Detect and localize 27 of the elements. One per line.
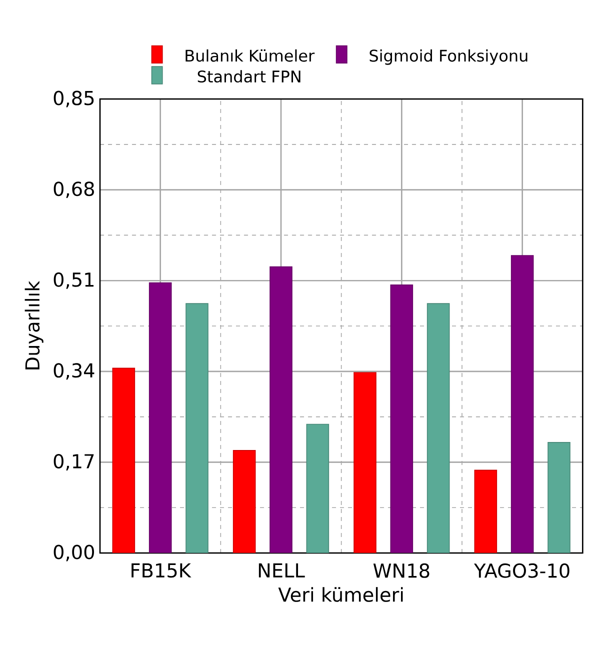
x-tick-label: WN18 — [373, 563, 430, 578]
y-tick-label: 0,34 — [54, 363, 94, 380]
x-tick-label: YAGO3-10 — [474, 563, 570, 578]
bar — [510, 255, 534, 553]
y-tick-label: 0,51 — [54, 272, 94, 289]
bar — [186, 303, 208, 553]
bar — [112, 368, 136, 553]
bar — [354, 372, 376, 553]
bar — [306, 424, 330, 553]
bar — [270, 266, 292, 553]
bar — [148, 282, 172, 553]
x-tick-label: NELL — [258, 563, 305, 578]
y-axis-title: Duyarlılık — [24, 280, 44, 370]
y-tick-label: 0,85 — [54, 90, 94, 108]
y-tick-label: 0,17 — [54, 454, 94, 470]
y-tick-label: 0,00 — [54, 544, 94, 562]
x-tick-label: FB15K — [132, 563, 192, 578]
bar — [474, 470, 498, 553]
y-tick-label: 0,68 — [54, 182, 94, 198]
legend-label: Sigmoid Fonksiyonu — [370, 49, 528, 65]
bar — [232, 450, 256, 553]
x-axis-title: Veri kümeleri — [278, 587, 403, 602]
legend-label: Standart FPN — [198, 70, 300, 83]
bar — [548, 442, 570, 553]
bar — [390, 284, 414, 553]
legend-label: Bulanık Kümeler — [186, 49, 315, 62]
bar — [426, 303, 450, 553]
